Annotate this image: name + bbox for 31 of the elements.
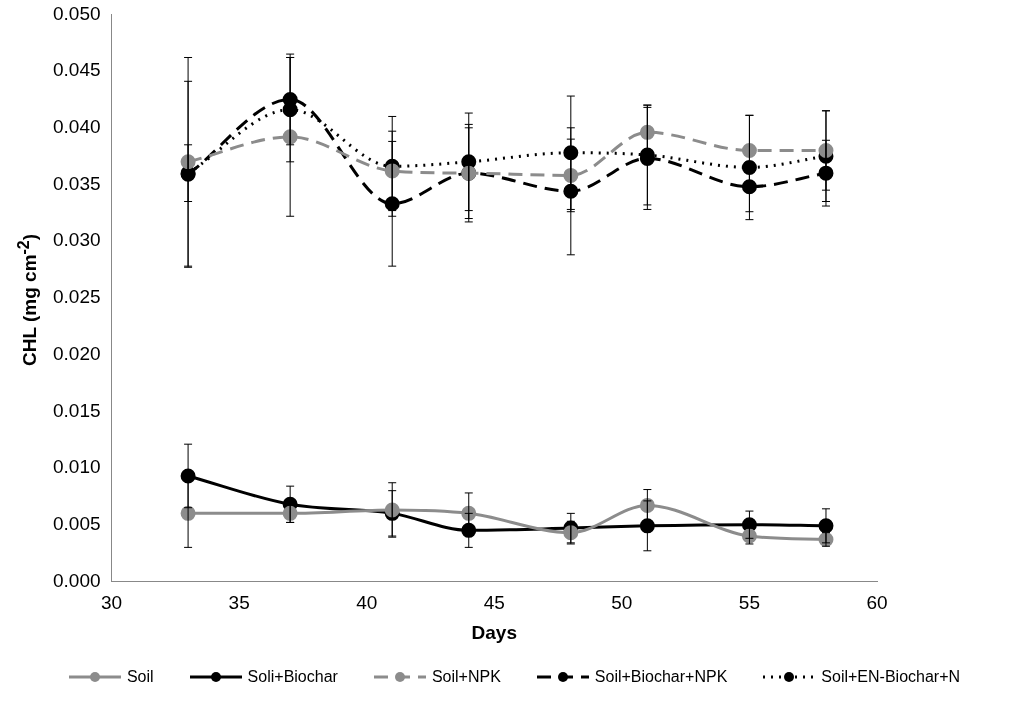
y-tick-label: 0.000 [53, 569, 101, 591]
x-tick-label: 35 [228, 592, 250, 614]
point [461, 522, 477, 538]
y-tick-label: 0.050 [53, 2, 101, 24]
x-tick-label: 50 [611, 592, 633, 614]
point [741, 179, 757, 195]
y-tick-label: 0.045 [53, 59, 101, 81]
point [563, 183, 579, 199]
x-tick-label: 45 [483, 592, 505, 614]
point [741, 159, 757, 175]
legend-label: Soil [126, 668, 154, 686]
y-tick-label: 0.010 [53, 456, 101, 478]
y-tick-label: 0.015 [53, 399, 101, 421]
x-tick-label: 55 [738, 592, 760, 614]
legend-label: Soli+Biochar [247, 668, 338, 686]
x-tick-label: 60 [866, 592, 888, 614]
x-axis-title: Days [471, 621, 517, 643]
y-tick-label: 0.025 [53, 286, 101, 308]
x-tick-label: 40 [356, 592, 378, 614]
legend-label: Soil+Biochar+NPK [594, 668, 728, 686]
point [282, 91, 298, 107]
y-tick-label: 0.040 [53, 116, 101, 138]
y-tick-label: 0.020 [53, 342, 101, 364]
legend-label: Soil+NPK [431, 668, 501, 686]
x-tick-label: 30 [100, 592, 123, 614]
point [563, 145, 579, 161]
point [384, 196, 400, 212]
legend-label: Soil+EN-Biochar+N [821, 668, 961, 686]
y-tick-label: 0.005 [53, 512, 101, 534]
y-tick-label: 0.030 [53, 229, 101, 251]
y-tick-label: 0.035 [53, 172, 101, 194]
